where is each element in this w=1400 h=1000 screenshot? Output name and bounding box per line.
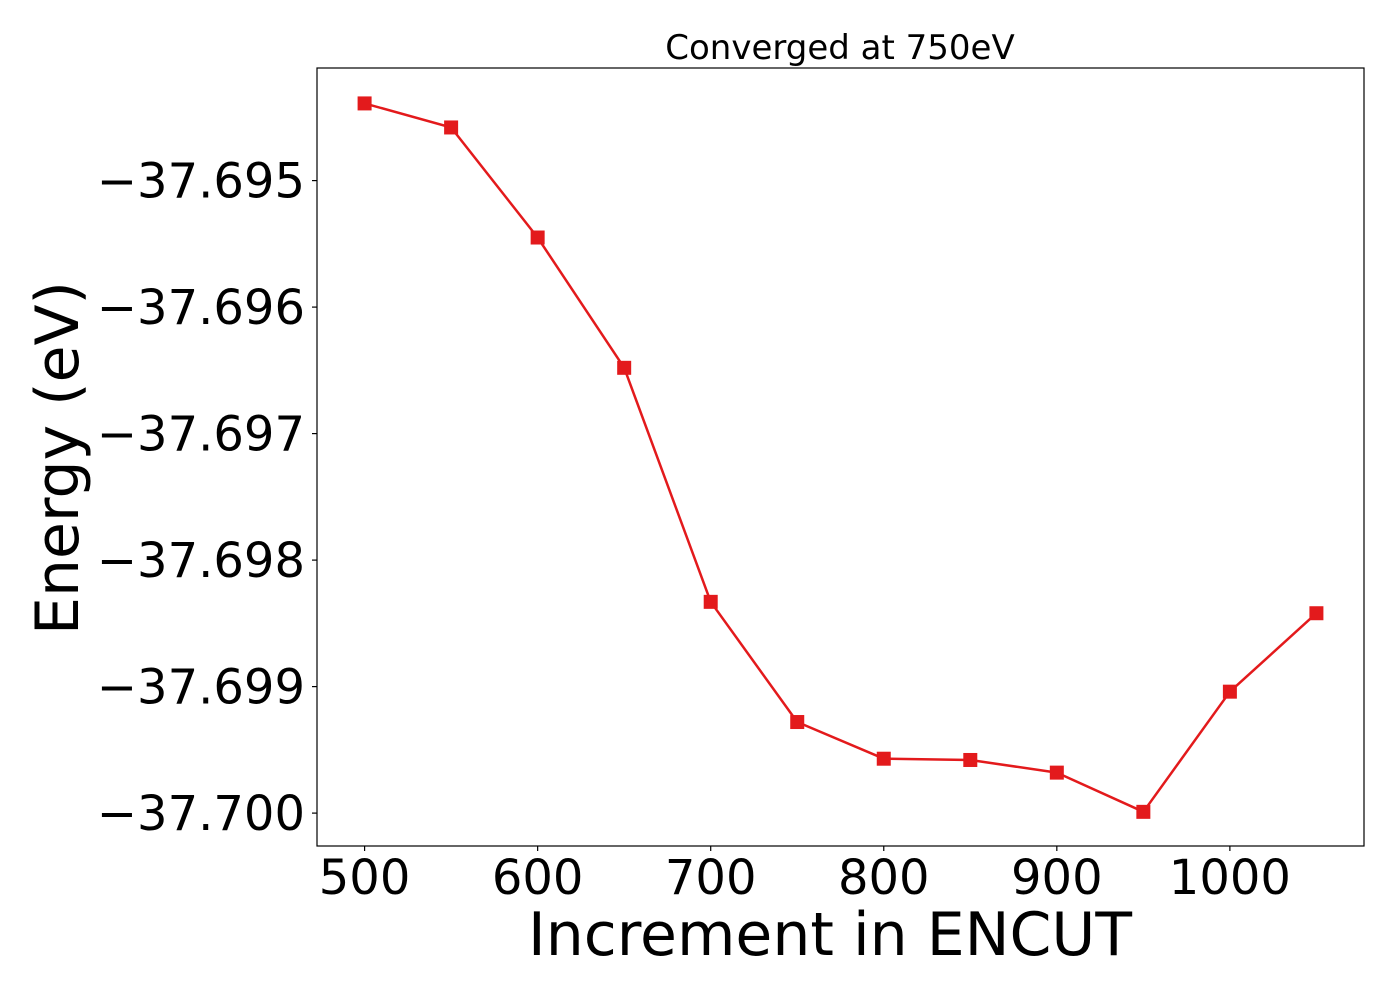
- x-tick-label: 800: [838, 850, 930, 906]
- data-point: [1136, 804, 1151, 819]
- plot-frame: [316, 67, 1365, 847]
- series-line: [364, 102, 1318, 814]
- y-axis-ticks: −37.695 −37.696 −37.697 −37.698 −37.699 −37.7…: [97, 154, 317, 842]
- data-point: [876, 751, 891, 766]
- data-point: [1222, 684, 1237, 699]
- y-tick-label: −37.700: [97, 786, 305, 842]
- data-point: [357, 96, 372, 111]
- x-axis-ticks: 500 600 700 800 900 1000: [319, 846, 1291, 906]
- data-point: [530, 230, 545, 245]
- y-tick-label: −37.697: [97, 407, 305, 463]
- y-tick-label: −37.696: [97, 280, 305, 336]
- x-tick-label: 700: [665, 850, 757, 906]
- x-tick-label: 1000: [1169, 850, 1291, 906]
- data-point: [963, 752, 978, 767]
- data-point: [1049, 765, 1064, 780]
- x-tick-label: 500: [319, 850, 411, 906]
- data-point: [617, 360, 632, 375]
- y-axis-label: Energy (eV): [23, 281, 93, 635]
- plot-area: [316, 67, 1365, 847]
- data-point: [1309, 606, 1324, 621]
- y-tick-label: −37.699: [97, 660, 305, 716]
- chart-title: Converged at 750eV: [665, 28, 1014, 68]
- data-point: [703, 594, 718, 609]
- x-axis-label: Increment in ENCUT: [528, 900, 1132, 970]
- data-point: [790, 715, 805, 730]
- data-point: [444, 120, 459, 135]
- y-tick-label: −37.698: [97, 533, 305, 589]
- y-tick-label: −37.695: [97, 154, 305, 210]
- x-tick-label: 600: [492, 850, 584, 906]
- x-tick-label: 900: [1011, 850, 1103, 906]
